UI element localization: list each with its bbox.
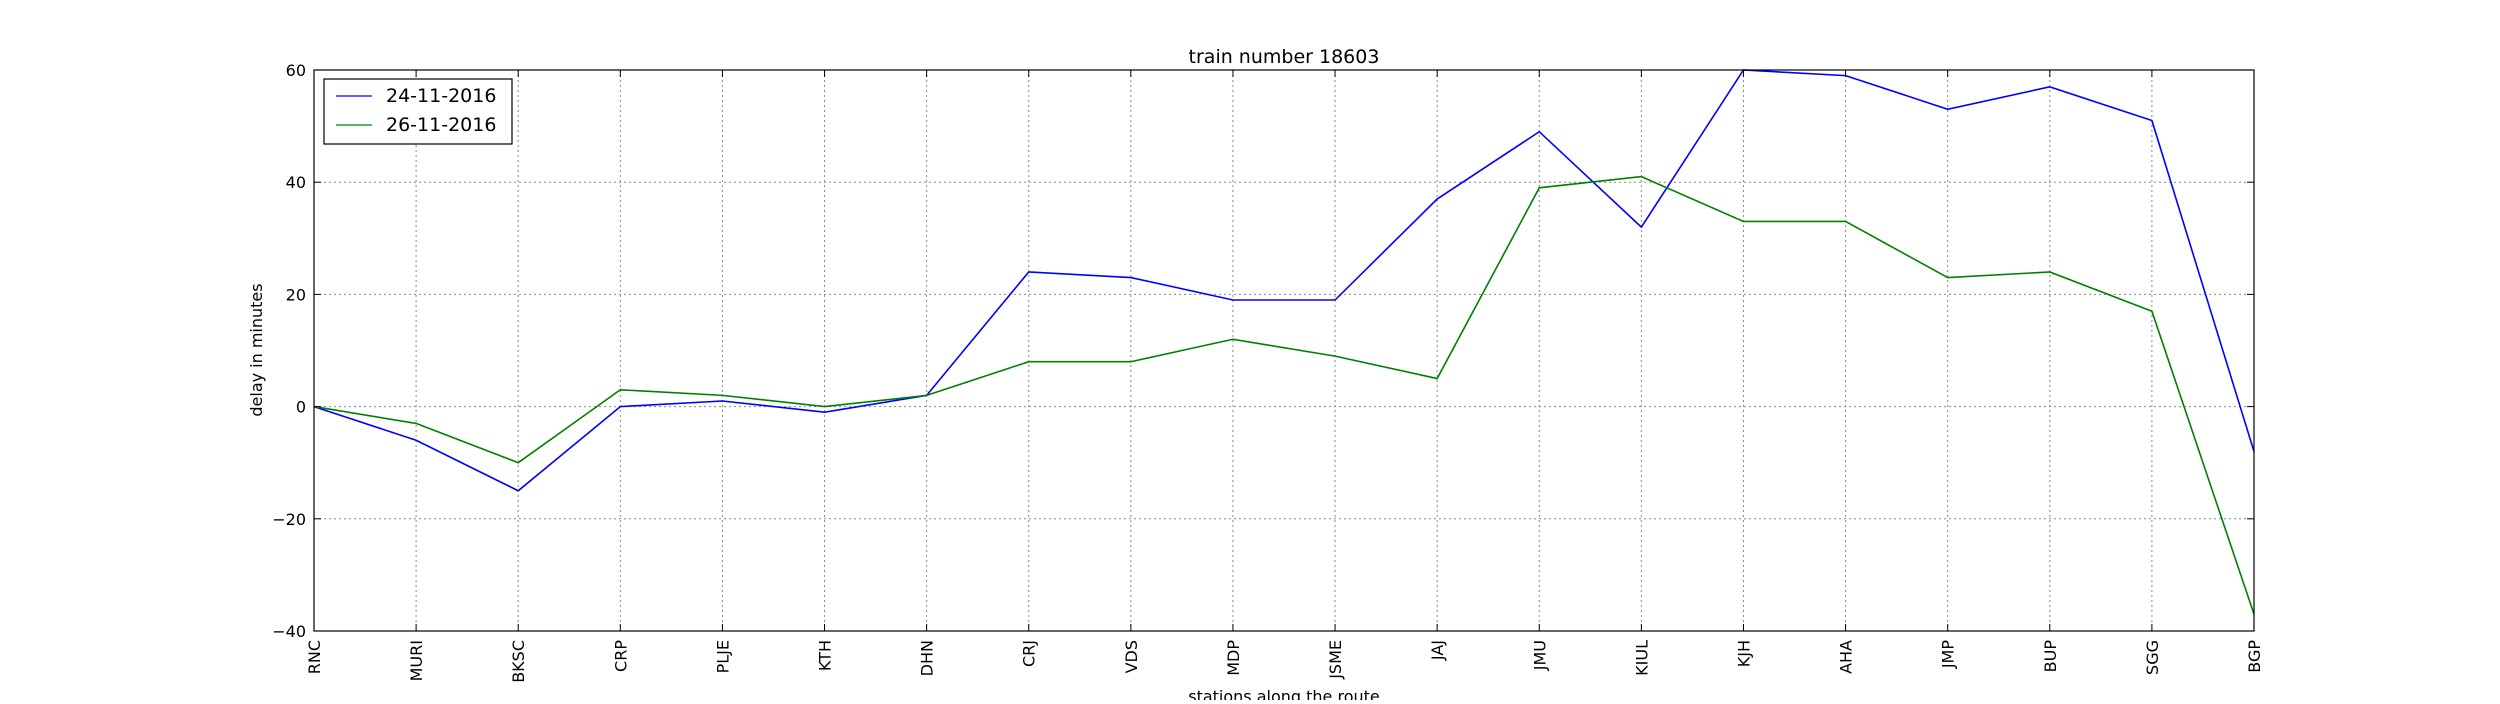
x-tick-label: PLJE xyxy=(713,640,732,673)
x-tick-label: JAJ xyxy=(1428,640,1447,661)
data-point xyxy=(823,405,827,409)
data-point xyxy=(1946,107,1950,111)
data-point xyxy=(823,410,827,414)
y-tick-label: −40 xyxy=(272,622,306,641)
data-point xyxy=(1435,197,1439,201)
data-point xyxy=(720,399,724,403)
data-point xyxy=(1231,337,1235,341)
series-1 xyxy=(313,69,2255,493)
x-tick-label: MURI xyxy=(407,640,426,681)
x-tick-label: JSME xyxy=(1326,640,1345,680)
data-point xyxy=(2150,309,2154,313)
data-point xyxy=(1946,276,1950,280)
data-point xyxy=(1537,130,1541,134)
y-tick-label: 20 xyxy=(286,285,306,304)
data-point xyxy=(1129,360,1133,364)
x-tick-label: DHN xyxy=(918,640,937,676)
legend-box xyxy=(323,78,513,145)
x-tick-label: RNC xyxy=(305,640,324,674)
data-point xyxy=(1639,225,1643,229)
data-point xyxy=(1231,298,1235,302)
x-tick-label: KJH xyxy=(1734,640,1753,667)
data-point xyxy=(618,405,622,409)
data-point xyxy=(2150,118,2154,122)
series-line-2 xyxy=(313,175,2255,615)
data-point xyxy=(2048,85,2052,89)
series-layer xyxy=(313,69,2255,615)
x-tick-label: BGP xyxy=(2245,640,2264,673)
series-line-1 xyxy=(313,69,2255,492)
x-tick-label: KTH xyxy=(816,640,835,671)
y-tick-label: 0 xyxy=(296,398,306,417)
data-point xyxy=(1129,276,1133,280)
y-tick-label: 60 xyxy=(286,61,306,80)
data-point xyxy=(925,393,929,397)
y-tick-label: −20 xyxy=(272,510,306,529)
data-point xyxy=(1027,360,1031,364)
data-point xyxy=(414,421,418,425)
data-point xyxy=(1333,354,1337,358)
y-tick-label: 40 xyxy=(286,173,306,192)
x-tick-label: VDS xyxy=(1122,640,1141,673)
data-point xyxy=(1741,219,1745,223)
data-point xyxy=(1639,175,1643,179)
plot-frame xyxy=(313,69,2255,632)
data-point xyxy=(414,438,418,442)
data-point xyxy=(720,393,724,397)
legend-label-series-2: 26-11-2016 xyxy=(386,114,496,136)
legend-label-series-1: 24-11-2016 xyxy=(386,85,496,107)
x-tick-label: AHA xyxy=(1837,640,1856,674)
data-point xyxy=(1844,219,1848,223)
x-tick-label: BUP xyxy=(2041,640,2060,673)
data-point xyxy=(1027,270,1031,274)
data-point xyxy=(1537,186,1541,190)
x-tick-label: MDP xyxy=(1224,640,1243,676)
ticks-layer: RNC MURI BKSC CRP PLJE KTH DHN CRJ VDS MDP JSME JAJ… xyxy=(272,61,2264,683)
x-tick-label: JMP xyxy=(1939,640,1958,670)
data-point xyxy=(1333,298,1337,302)
x-tick-label: CRP xyxy=(611,640,630,672)
series-2 xyxy=(313,175,2255,615)
data-point xyxy=(2048,270,2052,274)
chart-title: train number 18603 xyxy=(1189,46,1380,68)
x-tick-label: CRJ xyxy=(1020,640,1039,667)
data-point xyxy=(516,461,520,465)
grid-layer xyxy=(314,70,2254,631)
legend: 24-11-2016 26-11-2016 xyxy=(323,78,513,145)
x-tick-label: SGG xyxy=(2143,640,2162,675)
data-point xyxy=(516,489,520,493)
x-tick-label: JMU xyxy=(1530,640,1549,671)
data-point xyxy=(618,388,622,392)
x-tick-label: BKSC xyxy=(509,640,528,683)
y-axis-label: delay in minutes xyxy=(247,283,266,416)
x-tick-label: KIUL xyxy=(1632,640,1651,676)
x-axis-label: stations along the route xyxy=(1188,687,1380,700)
data-point xyxy=(1435,377,1439,381)
